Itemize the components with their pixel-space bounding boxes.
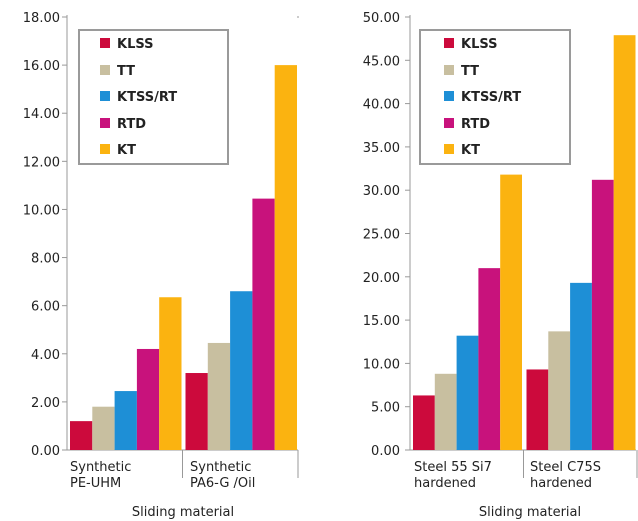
bar-rtd — [591, 179, 614, 451]
y-tick-label: 6.00 — [31, 300, 60, 315]
legend-label: KLSS — [117, 37, 154, 52]
x-category-label: hardened — [530, 476, 592, 491]
legend-swatch — [444, 65, 454, 75]
x-category-label: Steel 55 Si7 — [414, 460, 492, 475]
bar-tt — [207, 342, 231, 450]
y-tick-label: 10.00 — [23, 203, 60, 218]
bar-ktss-rt — [456, 335, 479, 450]
y-tick-label: 0.00 — [371, 444, 400, 459]
legend-label: RTD — [461, 117, 490, 132]
y-tick-label: 10.00 — [363, 357, 400, 372]
x-category-label: Synthetic — [190, 460, 251, 475]
y-tick-label: 15.00 — [363, 314, 400, 329]
legend-swatch — [100, 38, 110, 48]
bar-rtd — [252, 198, 275, 450]
bar-kt — [613, 35, 636, 450]
legend-swatch — [100, 65, 110, 75]
y-tick-label: 45.00 — [363, 54, 400, 69]
legend-label: RTD — [117, 117, 146, 132]
y-tick-label: 30.00 — [363, 184, 400, 199]
legend-swatch — [100, 91, 110, 101]
legend-label: KTSS/RT — [117, 90, 177, 105]
x-axis-label: Sliding material — [479, 505, 581, 520]
x-category-label: Steel C75S — [530, 460, 601, 475]
chart-left: 0.00 2.00 4.00 6.00 8.00 10.00 12.00 14.00 16.00… — [23, 11, 299, 520]
y-tick-label: 5.00 — [371, 401, 400, 416]
y-tick-label: 4.00 — [31, 348, 60, 363]
bar-ktss-rt — [114, 391, 137, 450]
legend-label: KLSS — [461, 37, 498, 52]
y-tick-label: 20.00 — [363, 271, 400, 286]
bar-kt — [500, 174, 522, 450]
chart-right: 0.00 5.00 10.00 15.00 20.00 25.00 30.00 35.00 40… — [363, 11, 638, 520]
y-tick-label: 8.00 — [31, 252, 60, 267]
legend-label: KT — [461, 143, 480, 158]
legend-swatch — [444, 118, 454, 128]
bar-ktss-rt — [230, 291, 253, 450]
legend-swatch — [444, 91, 454, 101]
bar-klss — [185, 373, 208, 450]
bar-ktss-rt — [570, 282, 592, 450]
y-tick-label: 25.00 — [363, 228, 400, 243]
y-tick-label: 14.00 — [23, 107, 60, 122]
y-tick-label: 2.00 — [31, 396, 60, 411]
x-category-label: hardened — [414, 476, 476, 491]
y-tick-label: 16.00 — [23, 59, 60, 74]
y-tick-label: 35.00 — [363, 141, 400, 156]
bar-klss — [70, 421, 93, 450]
legend-label: KT — [117, 143, 136, 158]
bar-rtd — [478, 268, 501, 450]
x-category-label: PA6-G /Oil — [190, 476, 255, 491]
legend-swatch — [444, 144, 454, 154]
y-tick-label: 50.00 — [363, 11, 400, 26]
x-category-label: PE-UHM — [70, 476, 121, 491]
bar-tt — [434, 373, 457, 450]
y-tick-label: 40.00 — [363, 98, 400, 113]
bar-klss — [413, 395, 435, 450]
legend-label: KTSS/RT — [461, 90, 521, 105]
y-tick-label: 0.00 — [31, 444, 60, 459]
bar-rtd — [136, 348, 160, 450]
y-tick-label: 12.00 — [23, 155, 60, 170]
bar-kt — [159, 297, 182, 450]
y-tick-label: 18.00 — [23, 11, 60, 26]
x-axis-label: Sliding material — [132, 505, 234, 520]
legend-label: TT — [461, 64, 479, 79]
bar-tt — [92, 406, 115, 450]
x-category-label: Synthetic — [70, 460, 131, 475]
legend-swatch — [100, 144, 110, 154]
bar-kt — [274, 65, 297, 450]
legend-swatch — [100, 118, 110, 128]
bar-tt — [548, 331, 571, 450]
bar-klss — [526, 369, 549, 450]
legend-swatch — [444, 38, 454, 48]
legend-label: TT — [117, 64, 135, 79]
